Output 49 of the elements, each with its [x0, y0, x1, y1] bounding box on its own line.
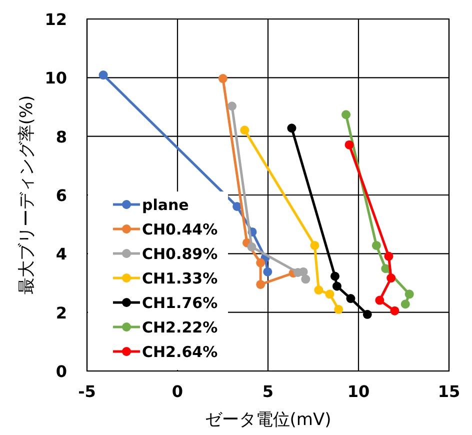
point [301, 274, 310, 284]
point [263, 267, 272, 276]
point [325, 290, 334, 299]
point [400, 300, 410, 309]
y-tick-label: 8 [56, 127, 67, 146]
legend-label: plane [142, 196, 189, 214]
y-axis-title: 最大ブリーディング率(%) [17, 95, 37, 295]
legend-label: CH1.33% [142, 270, 218, 288]
x-tick-label: 10 [347, 382, 370, 401]
y-tick-label: 0 [56, 362, 67, 381]
point [362, 310, 372, 319]
x-tick-label: 15 [438, 382, 460, 401]
legend-label: CH0.89% [142, 245, 218, 263]
point [346, 294, 356, 304]
point [375, 296, 384, 305]
point [390, 306, 400, 316]
point [256, 280, 266, 289]
point [404, 290, 414, 299]
x-tick-label: 0 [172, 382, 184, 401]
y-tick-label: 4 [56, 244, 67, 264]
legend-label: CH1.76% [142, 294, 218, 312]
point [332, 282, 342, 291]
point [240, 126, 250, 135]
legend-label: CH2.64% [142, 343, 218, 361]
x-axis-title: ゼータ電位(mV) [204, 410, 332, 430]
point [98, 70, 108, 80]
point [218, 74, 228, 84]
y-tick-label: 12 [44, 10, 67, 29]
point [256, 258, 266, 268]
point [287, 124, 296, 133]
point [330, 272, 340, 281]
point [314, 286, 324, 295]
point [227, 102, 236, 111]
legend-label: CH0.44% [142, 220, 218, 238]
y-tick-label: 6 [56, 186, 67, 205]
point [232, 202, 242, 211]
y-tick-label: 2 [56, 303, 67, 322]
point [384, 252, 394, 261]
legend-label: CH2.22% [142, 318, 218, 336]
point [372, 240, 381, 250]
point [247, 242, 256, 252]
point [342, 110, 351, 120]
point [334, 304, 344, 314]
y-tick-label: 10 [44, 68, 67, 88]
x-tick-label: 5 [262, 382, 274, 401]
point [310, 240, 320, 250]
point [344, 140, 354, 150]
point [386, 274, 396, 283]
x-tick-label: -5 [78, 382, 96, 401]
